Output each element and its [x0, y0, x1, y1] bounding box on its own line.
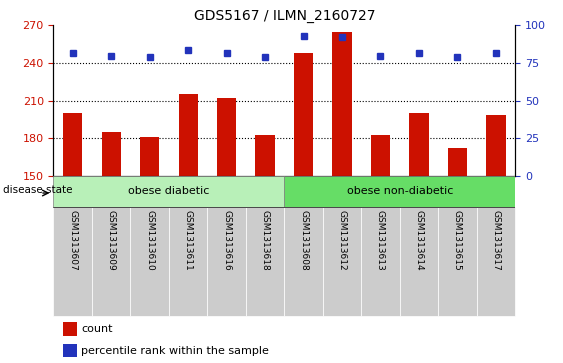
Bar [284, 176, 515, 207]
Text: GSM1313613: GSM1313613 [376, 210, 385, 271]
Bar [284, 207, 323, 316]
Text: GSM1313608: GSM1313608 [299, 210, 308, 271]
Text: GSM1313612: GSM1313612 [338, 210, 346, 271]
Bar [294, 53, 313, 176]
Bar [448, 148, 467, 176]
Text: obese diabetic: obese diabetic [128, 187, 209, 196]
Bar [207, 207, 246, 316]
Text: GSM1313618: GSM1313618 [261, 210, 270, 271]
Text: count: count [81, 324, 113, 334]
Text: percentile rank within the sample: percentile rank within the sample [81, 346, 269, 356]
Bar [62, 344, 78, 357]
Text: GSM1313615: GSM1313615 [453, 210, 462, 271]
Bar [53, 176, 284, 207]
Bar [217, 98, 236, 176]
Bar [246, 207, 284, 316]
Bar [409, 113, 428, 176]
Text: GSM1313610: GSM1313610 [145, 210, 154, 271]
Text: GSM1313617: GSM1313617 [491, 210, 501, 271]
Bar [62, 322, 78, 336]
Title: GDS5167 / ILMN_2160727: GDS5167 / ILMN_2160727 [194, 9, 375, 23]
Bar [63, 113, 82, 176]
Bar [438, 207, 477, 316]
Text: GSM1313611: GSM1313611 [184, 210, 193, 271]
Bar [256, 135, 275, 176]
Bar [101, 132, 121, 176]
Bar [361, 207, 400, 316]
Text: obese non-diabetic: obese non-diabetic [347, 187, 453, 196]
Text: GSM1313607: GSM1313607 [68, 210, 77, 271]
Bar [332, 32, 352, 176]
Bar [486, 115, 506, 176]
Bar [477, 207, 515, 316]
Bar [400, 207, 438, 316]
Text: disease state: disease state [3, 185, 72, 195]
Text: GSM1313614: GSM1313614 [414, 210, 423, 271]
Bar [178, 94, 198, 176]
Text: GSM1313616: GSM1313616 [222, 210, 231, 271]
Bar [53, 207, 92, 316]
Text: GSM1313609: GSM1313609 [107, 210, 115, 271]
Bar [92, 207, 131, 316]
Bar [131, 207, 169, 316]
Bar [323, 207, 361, 316]
Bar [169, 207, 207, 316]
Bar [140, 137, 159, 176]
Bar [371, 135, 390, 176]
